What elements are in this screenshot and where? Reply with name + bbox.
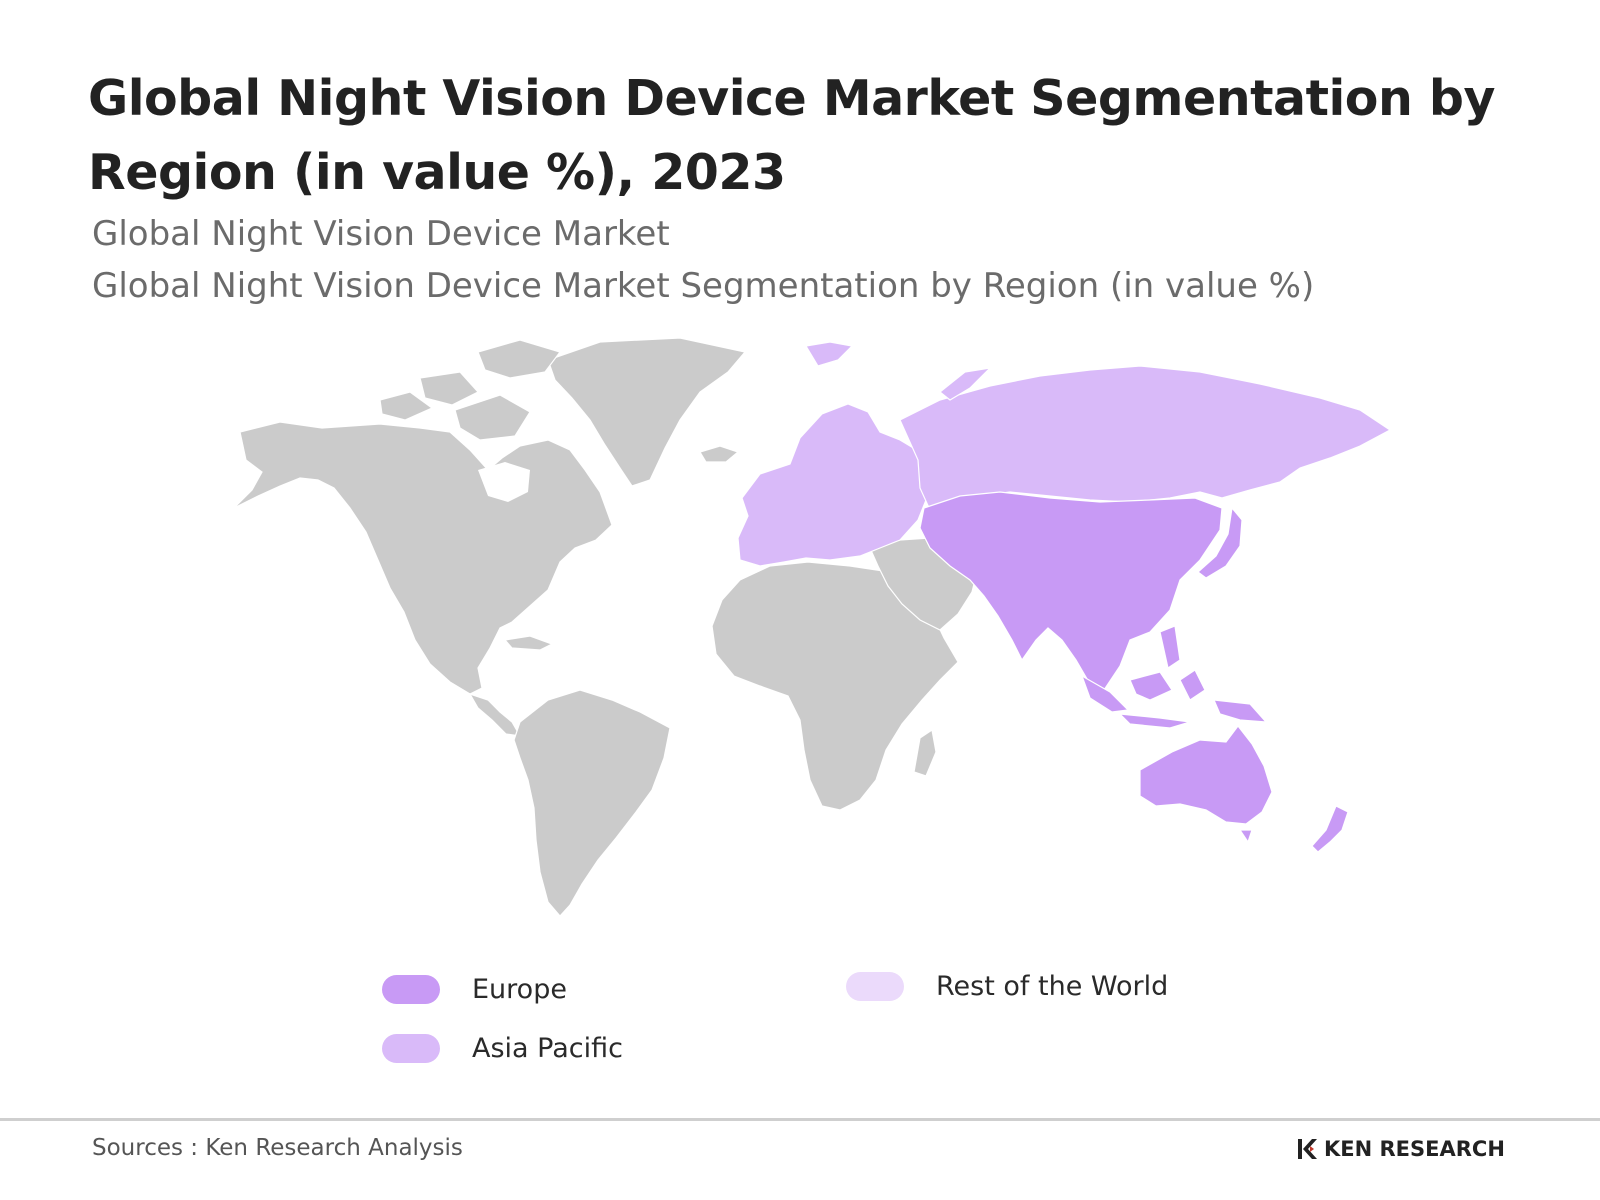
- subtitle-segmentation: Global Night Vision Device Market Segmen…: [92, 266, 1315, 306]
- greenland: [547, 337, 747, 487]
- legend-label-rest-of-world: Rest of the World: [936, 971, 1169, 1002]
- ken-research-logo-icon: [1298, 1139, 1317, 1159]
- legend-label-europe: Europe: [472, 974, 567, 1005]
- footer-divider: [0, 1118, 1600, 1121]
- russia-region: [899, 365, 1392, 511]
- chart-title: Global Night Vision Device Market Segmen…: [88, 70, 1495, 201]
- legend-item-asia-pacific: Asia Pacific: [382, 1033, 623, 1064]
- source-note: Sources : Ken Research Analysis: [92, 1135, 463, 1161]
- world-map: [233, 337, 1392, 917]
- south-america: [513, 689, 671, 917]
- north-america: [233, 421, 613, 695]
- australia-region: [1139, 725, 1273, 825]
- ken-research-logo-text: KEN RESEARCH: [1324, 1137, 1505, 1161]
- legend-swatch-rest-of-world: [846, 972, 904, 1001]
- europe-region: [737, 403, 931, 567]
- ken-research-logo: KEN RESEARCH: [1296, 1137, 1505, 1161]
- subtitle-market: Global Night Vision Device Market: [92, 214, 670, 254]
- legend-item-rest-of-world: Rest of the World: [846, 971, 1168, 1002]
- legend-label-asia-pacific: Asia Pacific: [472, 1033, 623, 1064]
- legend-swatch-asia-pacific: [382, 1034, 440, 1063]
- legend-item-europe: Europe: [382, 974, 567, 1005]
- asia-pacific-region: [919, 491, 1223, 691]
- legend-swatch-europe: [382, 975, 440, 1004]
